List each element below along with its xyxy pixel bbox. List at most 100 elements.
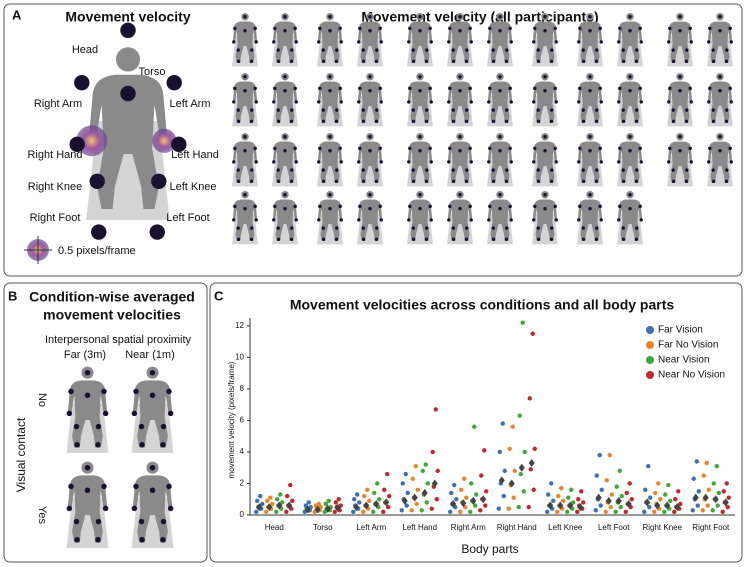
data-point — [357, 500, 362, 505]
body-part-label: Left Hand — [171, 149, 219, 161]
data-point — [565, 509, 570, 515]
data-point — [653, 490, 658, 496]
data-point — [464, 495, 469, 500]
data-point — [711, 481, 716, 486]
participant-figure — [447, 133, 473, 187]
data-point — [617, 468, 622, 474]
data-point — [278, 492, 283, 497]
y-tick-label: 12 — [235, 321, 244, 330]
participant-figure — [487, 133, 513, 187]
data-point — [419, 508, 424, 513]
data-point — [521, 489, 526, 494]
x-tick-label: Right Knee — [642, 523, 682, 532]
condition-figure — [66, 461, 109, 548]
data-point — [400, 481, 405, 486]
x-tick-label: Right Foot — [692, 523, 730, 532]
median-marker — [276, 501, 283, 510]
data-point — [415, 487, 420, 492]
y-tick-label: 10 — [235, 353, 244, 362]
median-marker — [605, 496, 612, 505]
data-point — [268, 495, 273, 500]
median-marker — [373, 499, 380, 508]
participant-figure — [577, 73, 603, 127]
participant-figure — [577, 133, 603, 187]
data-point — [510, 424, 515, 429]
data-point — [435, 468, 440, 474]
data-point — [500, 421, 505, 426]
data-point — [678, 501, 683, 507]
median-marker — [567, 501, 574, 510]
data-point — [478, 508, 483, 513]
x-tick-label: Left Arm — [356, 523, 386, 532]
participant-figure — [272, 13, 298, 67]
data-point — [303, 503, 308, 508]
panel-letter: B — [8, 288, 17, 303]
participant-figure — [667, 133, 693, 187]
x-tick-label: Right Hand — [497, 523, 537, 532]
y-tick-label: 4 — [240, 447, 245, 456]
data-point — [333, 500, 338, 505]
participant-figure — [317, 13, 343, 67]
median-marker — [528, 458, 535, 467]
median-marker — [256, 503, 263, 512]
data-point — [561, 498, 566, 504]
data-point — [482, 448, 487, 453]
data-point — [264, 509, 269, 515]
condition-figure — [131, 366, 174, 453]
median-marker — [411, 493, 418, 502]
legend-swatch — [646, 341, 654, 349]
column-label: Near (1m) — [125, 349, 175, 361]
median-marker — [702, 493, 709, 502]
body-part-label: Right Knee — [28, 181, 82, 193]
data-point — [648, 495, 653, 500]
data-point — [290, 498, 295, 504]
data-point — [569, 487, 574, 492]
data-point — [387, 493, 392, 499]
x-tick-label: Right Arm — [451, 523, 486, 532]
data-point — [593, 508, 598, 513]
data-point — [619, 493, 624, 499]
body-part-label: Right Arm — [34, 98, 82, 110]
data-point — [255, 498, 260, 504]
data-point — [526, 504, 531, 510]
median-marker — [625, 499, 632, 508]
participant-figure — [407, 73, 433, 127]
data-point — [520, 320, 525, 325]
x-tick-label: Left Hand — [402, 523, 437, 532]
data-point — [556, 493, 561, 499]
data-point — [598, 503, 603, 508]
participant-figure — [532, 191, 558, 245]
median-marker — [286, 501, 293, 510]
data-point — [701, 473, 706, 478]
data-point — [624, 490, 629, 496]
data-point — [673, 497, 678, 502]
data-point — [410, 476, 415, 481]
data-point — [704, 460, 709, 466]
data-point — [613, 509, 618, 515]
data-point — [597, 452, 602, 458]
data-point — [274, 509, 279, 515]
participant-figure — [272, 133, 298, 187]
data-point — [270, 501, 275, 507]
legend-swatch — [646, 326, 654, 334]
data-point — [448, 509, 453, 515]
data-point — [527, 396, 532, 401]
data-point — [362, 493, 367, 499]
data-point — [496, 506, 501, 511]
data-point — [385, 471, 390, 477]
condition-figure — [66, 366, 109, 453]
data-point — [423, 462, 428, 467]
data-point — [559, 486, 564, 491]
panel-a-box — [3, 3, 743, 277]
data-point — [609, 492, 614, 497]
data-point — [322, 509, 327, 515]
median-marker — [314, 505, 321, 514]
data-point — [549, 481, 554, 486]
participant-figure — [577, 191, 603, 245]
data-point — [506, 506, 511, 511]
participant-figure — [407, 191, 433, 245]
participant-figure — [617, 133, 643, 187]
data-point — [608, 504, 613, 510]
data-point — [288, 482, 293, 488]
participant-figure — [357, 73, 383, 127]
